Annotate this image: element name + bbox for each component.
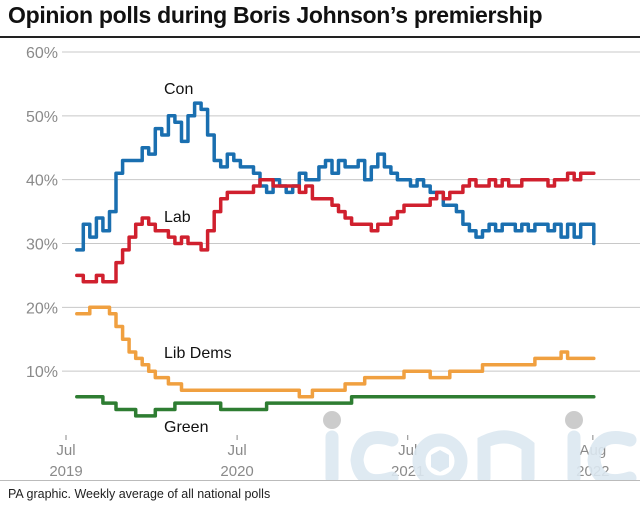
y-axis-ticks: 10% 20% 30% 40% 50% 60% bbox=[26, 45, 58, 381]
y-tick-label: 20% bbox=[26, 300, 58, 317]
y-tick-label: 50% bbox=[26, 109, 58, 126]
chart-title: Opinion polls during Boris Johnson’s pre… bbox=[8, 2, 543, 28]
series-lines bbox=[75, 101, 596, 418]
series-line-con bbox=[75, 101, 596, 252]
footer-source: PA graphic. Weekly average of all nation… bbox=[8, 487, 271, 501]
series-label-lib-dems: Lib Dems bbox=[164, 345, 232, 362]
series-line-lab bbox=[75, 171, 596, 284]
series-label-green: Green bbox=[164, 419, 208, 436]
series-line-green bbox=[75, 394, 596, 418]
footer-rule bbox=[0, 480, 640, 481]
series-labels: Con Lab Lib Dems Green bbox=[164, 81, 232, 436]
y-tick-label: 30% bbox=[26, 237, 58, 254]
iconic-watermark-logo bbox=[323, 411, 637, 480]
watermark-dot-left bbox=[323, 411, 341, 429]
gridlines bbox=[62, 51, 640, 372]
title-rule bbox=[0, 36, 640, 38]
x-tick-year: 2019 bbox=[49, 463, 82, 480]
hexagon-icon bbox=[431, 450, 449, 472]
series-label-lab: Lab bbox=[164, 209, 191, 226]
watermark-dot-right bbox=[565, 411, 583, 429]
x-tick-month: Jul bbox=[398, 442, 417, 459]
x-tick-month: Jul bbox=[228, 442, 247, 459]
y-tick-label: 60% bbox=[26, 45, 58, 62]
x-tick-month: Jul bbox=[56, 442, 75, 459]
series-line-lib-dems bbox=[75, 305, 596, 399]
line-chart: 10%20%30%40%50%60% Jul2019Jul2020Jul2021… bbox=[26, 45, 640, 480]
y-tick-label: 10% bbox=[26, 364, 58, 381]
x-tick-year: 2020 bbox=[220, 463, 253, 480]
y-tick-label: 40% bbox=[26, 173, 58, 190]
series-label-con: Con bbox=[164, 81, 193, 98]
